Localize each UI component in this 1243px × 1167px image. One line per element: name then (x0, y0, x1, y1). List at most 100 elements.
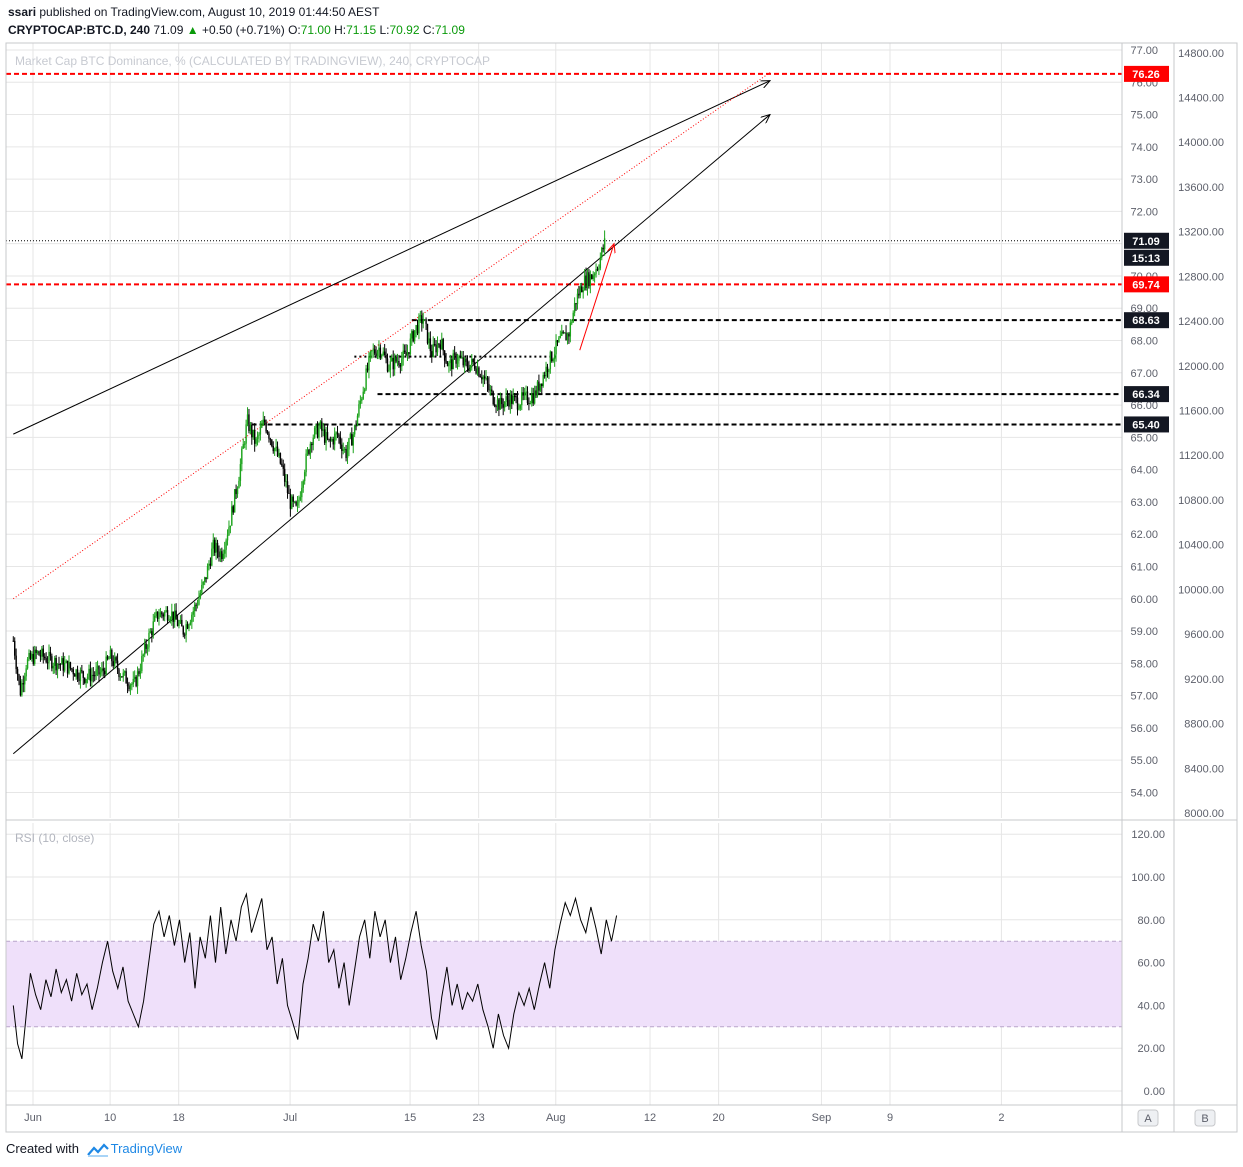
candle-body (82, 671, 84, 678)
candle (114, 652, 116, 670)
candle (521, 387, 523, 411)
candle-body (183, 634, 186, 636)
candle-body (141, 656, 143, 672)
secondary-price-axis[interactable]: 8000.00 8400.00 8800.00 9200.00 9600.00 10000… (1178, 48, 1224, 820)
scale-button-b[interactable]: B (1194, 1109, 1216, 1127)
candle-body (429, 338, 432, 352)
candle-body (419, 315, 422, 317)
candle (575, 302, 577, 311)
candle (221, 547, 223, 563)
scale-button-text: A (1144, 1113, 1152, 1125)
chart-svg[interactable]: Market Cap BTC Dominance, % (CALCULATED … (0, 0, 1243, 1135)
rsi-axis[interactable]: 0.00 20.00 40.00 60.00 80.00 100.00 120.00 (1131, 829, 1165, 1098)
candle-body (388, 370, 390, 372)
candle-body (315, 424, 317, 428)
tradingview-brand[interactable]: TradingView (110, 1141, 183, 1156)
candle-body (496, 399, 499, 407)
candle (145, 639, 147, 654)
candle (191, 612, 193, 629)
candle-body (545, 366, 547, 377)
candle-body (471, 358, 473, 365)
candle-body (422, 320, 424, 324)
candle-body (226, 535, 229, 541)
secondary-tick-label: 11600.00 (1179, 406, 1224, 418)
candle (252, 429, 254, 440)
symbol-name[interactable]: CRYPTOCAP:BTC.D, 240 (8, 23, 151, 37)
secondary-tick-label: 10800.00 (1178, 495, 1224, 507)
trendline[interactable] (579, 244, 614, 351)
time-tick-label: Sep (812, 1112, 832, 1124)
candle (492, 390, 494, 406)
candle-body (561, 331, 563, 336)
time-axis[interactable]: Jun 10 18 Jul 15 23 Aug 12 20 Sep 9 2 (24, 1112, 1004, 1124)
candle-body (498, 399, 500, 410)
candle-body (246, 414, 249, 425)
trendlines[interactable] (12, 72, 771, 755)
candle-body (465, 358, 467, 362)
tradingview-logo-icon[interactable] (86, 1142, 109, 1157)
candle-body (566, 333, 569, 341)
candle-body (142, 654, 144, 657)
high-value: 71.15 (346, 23, 377, 37)
trendline[interactable] (12, 115, 770, 755)
candle-body (401, 358, 403, 367)
candle-body (76, 669, 79, 679)
price-tick-label: 74.00 (1130, 142, 1158, 154)
author-name[interactable]: ssari (8, 5, 37, 19)
scale-button-a[interactable]: A (1137, 1109, 1159, 1127)
price-change: +0.50 (+0.71%) (201, 23, 285, 37)
candle (423, 319, 426, 321)
secondary-tick-label: 11200.00 (1179, 450, 1224, 462)
candle (431, 344, 433, 363)
candle-body (331, 439, 333, 441)
candle-body (95, 669, 97, 676)
candle (235, 484, 237, 499)
candle (515, 394, 517, 404)
candle (568, 332, 570, 344)
candle (598, 264, 600, 275)
candle-body (222, 553, 224, 560)
candle (509, 390, 512, 414)
candle-body (363, 389, 366, 392)
candle (78, 672, 80, 685)
candle (376, 349, 379, 360)
candle (54, 655, 56, 674)
candle (302, 479, 304, 493)
open-label: O: (288, 23, 301, 37)
candle-body (452, 353, 454, 370)
time-tick-label: 18 (173, 1112, 185, 1124)
candle-body (255, 438, 257, 444)
candle (542, 372, 544, 388)
candle (408, 352, 410, 359)
trendline[interactable] (13, 81, 770, 435)
price-tag-text: 69.74 (1132, 279, 1160, 291)
candle (401, 351, 403, 372)
candle-body (292, 496, 294, 502)
candle (291, 494, 293, 510)
candle (46, 656, 49, 670)
candle (399, 362, 402, 374)
horizontal-levels[interactable] (6, 72, 1122, 426)
candle (443, 350, 446, 368)
candle-body (468, 367, 470, 372)
candle (205, 577, 207, 583)
candle-body (249, 424, 252, 431)
candle (601, 246, 603, 261)
candle (519, 404, 522, 411)
candle (599, 252, 602, 271)
candle-body (512, 395, 514, 404)
trendline[interactable] (13, 72, 771, 600)
rsi-tick-label: 20.00 (1137, 1043, 1165, 1055)
candle (279, 452, 282, 465)
candle-body (215, 542, 217, 553)
candle-body (175, 610, 177, 620)
candle-body (522, 392, 524, 396)
candle-body (119, 676, 122, 678)
candle (359, 395, 362, 409)
candle-body (201, 584, 203, 594)
candle (372, 343, 374, 358)
candle (209, 557, 212, 570)
candle-body (341, 444, 343, 451)
created-with-text: Created with (6, 1141, 79, 1156)
